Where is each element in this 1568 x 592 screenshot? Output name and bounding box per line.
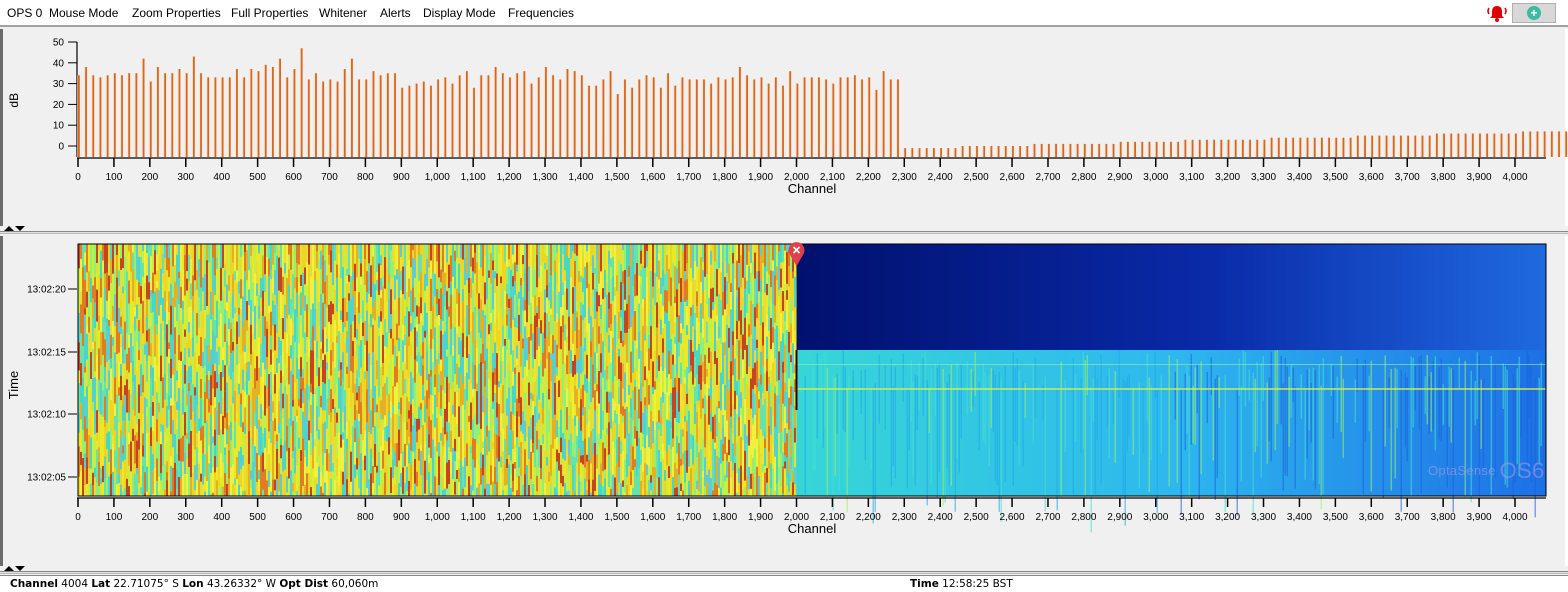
svg-text:3,500: 3,500 [1323, 172, 1348, 183]
svg-text:3,200: 3,200 [1215, 172, 1240, 183]
svg-text:1,700: 1,700 [676, 172, 701, 183]
svg-text:1,800: 1,800 [712, 172, 737, 183]
svg-text:1,300: 1,300 [533, 172, 558, 183]
svg-text:2,300: 2,300 [892, 172, 917, 183]
svg-text:1,400: 1,400 [568, 172, 593, 183]
menu-item-display-mode[interactable]: Display Mode [423, 6, 496, 20]
lon-label: Lon [182, 578, 204, 590]
svg-text:20: 20 [53, 100, 65, 111]
map-pin-icon[interactable] [788, 242, 805, 266]
lat-value: 22.71075° S [113, 578, 179, 590]
svg-text:700: 700 [321, 172, 338, 183]
svg-text:3,100: 3,100 [1179, 172, 1204, 183]
y-axis-label: Time [6, 371, 21, 399]
svg-text:1,100: 1,100 [461, 172, 486, 183]
status-bar: Channel 4004 Lat 22.71075° S Lon 43.2633… [0, 575, 1568, 592]
svg-text:2,800: 2,800 [1071, 172, 1096, 183]
lat-label: Lat [91, 578, 111, 590]
svg-text:2,400: 2,400 [928, 172, 953, 183]
panel-splitter-bottom[interactable] [0, 566, 1568, 574]
menu-item-alerts[interactable]: Alerts [380, 6, 411, 20]
plus-circle-icon: + [1527, 6, 1541, 20]
svg-text:2,600: 2,600 [1000, 172, 1025, 183]
time-label: Time [910, 578, 939, 590]
svg-text:3,800: 3,800 [1431, 172, 1456, 183]
svg-text:1,000: 1,000 [425, 172, 450, 183]
svg-text:3,900: 3,900 [1467, 172, 1492, 183]
menu-item-full-properties[interactable]: Full Properties [231, 6, 309, 20]
svg-text:2,500: 2,500 [964, 172, 989, 183]
svg-text:3,400: 3,400 [1287, 172, 1312, 183]
svg-text:10: 10 [53, 121, 65, 132]
svg-text:100: 100 [106, 172, 123, 183]
bell-alarm-icon[interactable] [1486, 3, 1508, 23]
svg-text:500: 500 [249, 172, 266, 183]
svg-text:40: 40 [53, 58, 65, 69]
svg-text:2,200: 2,200 [856, 172, 881, 183]
svg-text:300: 300 [177, 172, 194, 183]
x-axis-label: Channel [788, 521, 837, 536]
svg-text:2,000: 2,000 [784, 172, 809, 183]
menu-item-mouse-mode[interactable]: Mouse Mode [49, 6, 119, 20]
svg-text:4,000: 4,000 [1502, 172, 1527, 183]
svg-text:3,300: 3,300 [1251, 172, 1276, 183]
svg-text:200: 200 [142, 172, 159, 183]
svg-text:900: 900 [393, 172, 410, 183]
svg-text:30: 30 [53, 79, 65, 90]
svg-text:2,100: 2,100 [820, 172, 845, 183]
svg-text:400: 400 [213, 172, 230, 183]
x-axis-label: Channel [788, 181, 837, 196]
channel-label: Channel [10, 578, 58, 590]
svg-text:600: 600 [285, 172, 302, 183]
svg-text:3,600: 3,600 [1359, 172, 1384, 183]
menu-item-ops-0[interactable]: OPS 0 [7, 6, 43, 20]
svg-text:0: 0 [75, 172, 81, 183]
svg-text:0: 0 [58, 142, 64, 153]
svg-text:3,700: 3,700 [1395, 172, 1420, 183]
watermark-logo: OptaSense OS6 [1428, 458, 1545, 483]
svg-text:1,900: 1,900 [748, 172, 773, 183]
db-bar-chart[interactable]: 0 10 20 30 40 50 dB 0 100 200 300 400 500 600 700 800 90… [0, 29, 1568, 226]
menu-item-zoom-properties[interactable]: Zoom Properties [132, 6, 221, 20]
svg-text:1,200: 1,200 [497, 172, 522, 183]
svg-text:3,000: 3,000 [1143, 172, 1168, 183]
add-button[interactable]: + [1512, 3, 1556, 23]
collapse-down-icon[interactable] [15, 226, 25, 231]
menu-item-frequencies[interactable]: Frequencies [508, 6, 575, 20]
svg-text:2,900: 2,900 [1107, 172, 1132, 183]
y-axis-label: dB [7, 93, 21, 108]
collapse-up-icon[interactable] [4, 226, 14, 231]
svg-text:1,500: 1,500 [604, 172, 629, 183]
svg-text:2,700: 2,700 [1035, 172, 1060, 183]
menu-bar: OPS 0 Mouse Mode Zoom Properties Full Prope… [0, 0, 1568, 27]
collapse-up-icon[interactable] [4, 566, 14, 571]
svg-text:800: 800 [357, 172, 374, 183]
svg-text:50: 50 [53, 38, 65, 49]
opt-dist-value: 60,060m [331, 578, 379, 590]
svg-text:1,600: 1,600 [640, 172, 665, 183]
channel-value: 4004 [61, 578, 89, 590]
collapse-down-icon[interactable] [15, 566, 25, 571]
lon-value: 43.26332° W [206, 578, 277, 590]
time-value: 12:58:25 BST [942, 578, 1013, 590]
opt-dist-label: Opt Dist [279, 578, 329, 590]
menu-item-whitener[interactable]: Whitener [319, 6, 368, 20]
panel-splitter-top[interactable] [0, 226, 1568, 234]
